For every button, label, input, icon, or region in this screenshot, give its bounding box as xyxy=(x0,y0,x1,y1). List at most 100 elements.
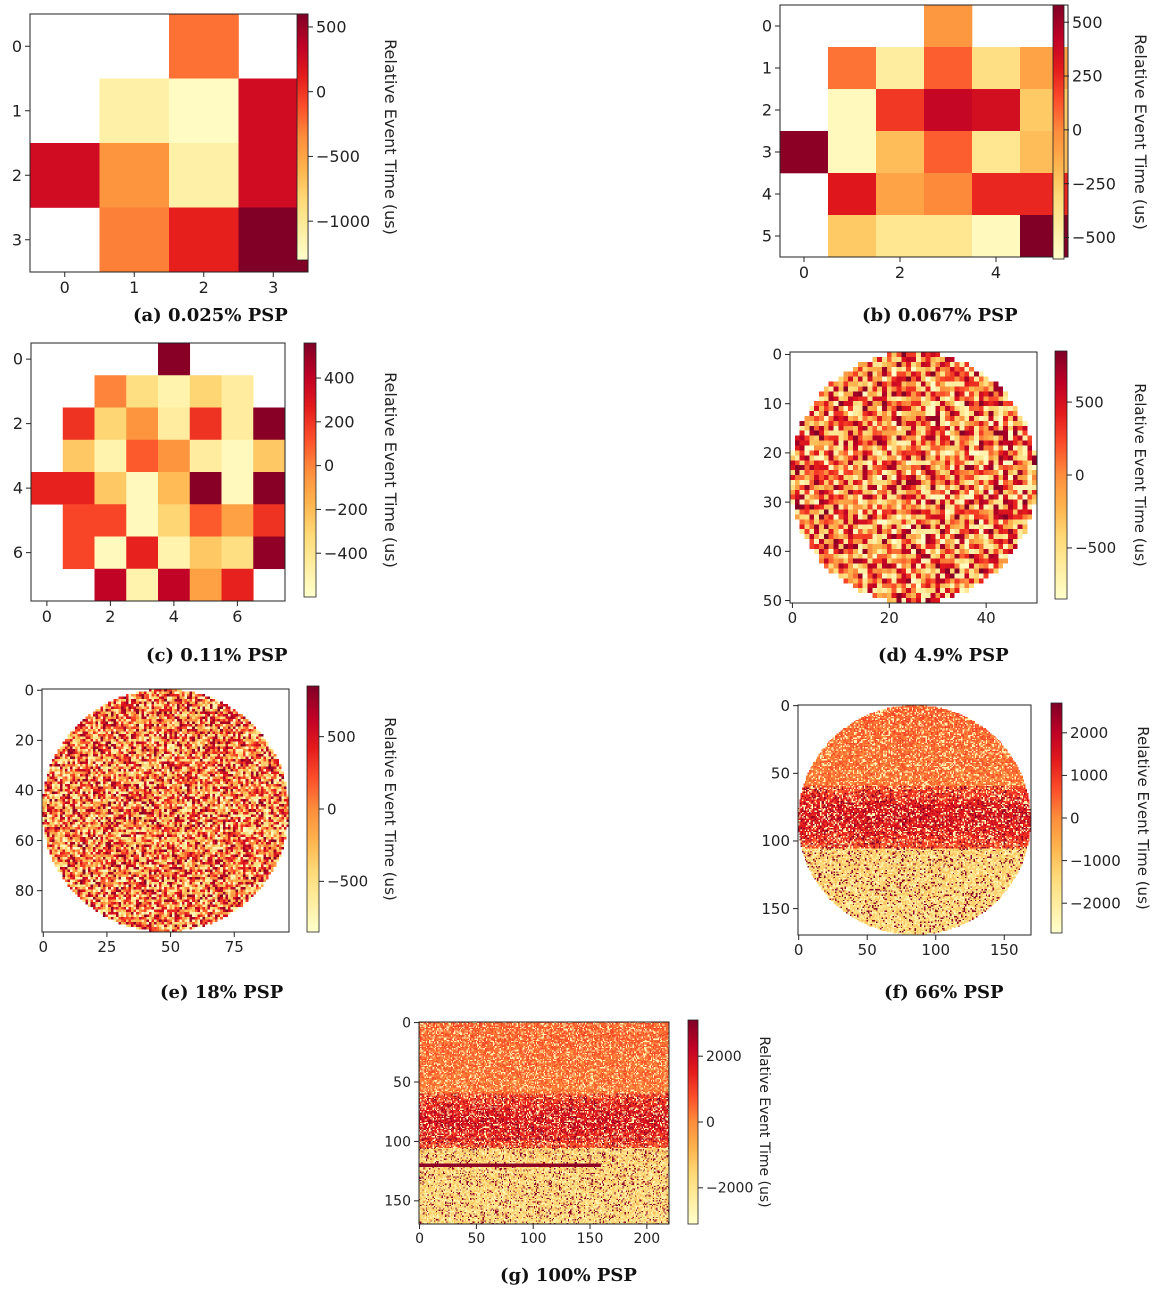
heatmap-cell xyxy=(99,78,170,144)
heatmap-cell xyxy=(126,536,159,570)
caption-d: (d) 4.9% PSP xyxy=(878,645,1009,666)
heatmap-cell xyxy=(876,47,925,90)
heatmap-cell xyxy=(62,536,95,570)
heatmap-cell xyxy=(94,536,127,570)
y-tick-label: 40 xyxy=(763,543,782,561)
y-tick-label: 2 xyxy=(762,101,772,120)
y-tick-label: 50 xyxy=(763,592,782,610)
heatmap-cell xyxy=(126,568,159,602)
heatmap-cell xyxy=(189,375,222,408)
x-tick-label: 0 xyxy=(799,263,809,282)
heatmap-cell xyxy=(828,173,877,216)
heatmap-cell xyxy=(158,375,191,408)
colorbar-tick-label: −500 xyxy=(1075,539,1116,557)
y-tick-label: 5 xyxy=(762,227,772,246)
x-tick-label: 40 xyxy=(977,609,996,627)
heatmap-cell xyxy=(221,536,254,570)
heatmap-cell xyxy=(189,536,222,570)
x-tick-label: 2 xyxy=(895,263,905,282)
heatmap-cell xyxy=(94,472,127,505)
y-tick-label: 0 xyxy=(24,682,34,700)
heatmap-cell xyxy=(169,14,239,79)
x-tick-label: 0 xyxy=(60,278,70,297)
heatmap-cells xyxy=(798,705,1031,935)
heatmap-image xyxy=(798,705,1031,935)
colorbar-tick-label: 250 xyxy=(1072,67,1103,86)
x-tick-label: 3 xyxy=(268,278,278,297)
x-tick-label: 0 xyxy=(788,609,798,627)
heatmap-cell xyxy=(158,472,191,505)
heatmap-cells xyxy=(790,352,1037,603)
x-tick-label: 2 xyxy=(199,278,209,297)
colorbar-tick-label: 2000 xyxy=(1070,724,1108,742)
heatmap-cell xyxy=(924,131,973,174)
chart-d: 0 20 40 0 10 20 30 40 50 500 0 −500 Relative Event T… xyxy=(763,346,1149,627)
heatmap-cell xyxy=(94,375,127,408)
y-tick-label: 4 xyxy=(13,479,23,498)
colorbar-tick-label: −500 xyxy=(1072,228,1116,247)
axes-frame xyxy=(789,351,1038,604)
heatmap-cell xyxy=(972,89,1021,132)
x-tick-label: 0 xyxy=(794,941,804,959)
y-tick-label: 4 xyxy=(762,185,772,204)
y-tick-label: 100 xyxy=(761,832,790,850)
axes-frame xyxy=(779,4,1069,258)
heatmap-cell xyxy=(876,173,925,216)
heatmap-cell xyxy=(253,439,286,473)
heatmap-cell xyxy=(62,439,95,473)
y-tick-label: 3 xyxy=(12,230,22,249)
y-tick-label: 20 xyxy=(763,444,782,462)
heatmap-cell xyxy=(126,375,159,408)
colorbar-tick-label: 2000 xyxy=(706,1049,742,1065)
chart-e: 0 25 50 75 0 20 40 60 80 500 0 −500 Relative Event T… xyxy=(15,682,399,956)
colorbar-tick-label: 0 xyxy=(324,456,334,475)
colorbar-tick-label: −200 xyxy=(324,500,368,519)
colorbar-tick-label: 0 xyxy=(706,1115,715,1131)
y-tick-label: 0 xyxy=(13,350,23,369)
heatmap-cell xyxy=(221,568,254,602)
x-tick-label: 200 xyxy=(633,1231,660,1247)
axes-frame xyxy=(418,1021,670,1225)
colorbar xyxy=(1050,702,1063,934)
heatmap-cell xyxy=(972,47,1021,90)
colorbar-tick-label: −400 xyxy=(324,544,368,563)
heatmap-cell xyxy=(189,407,222,441)
y-tick-label: 0 xyxy=(402,1015,411,1031)
colorbar-tick-label: 0 xyxy=(1072,120,1082,139)
y-tick-label: 2 xyxy=(12,166,22,185)
colorbar-label: Relative Event Time (us) xyxy=(381,372,400,568)
colorbar xyxy=(303,342,317,598)
colorbar-tick-label: −500 xyxy=(316,147,360,166)
x-tick-label: 100 xyxy=(520,1231,547,1247)
colorbar-tick-label: 400 xyxy=(324,369,355,388)
x-tick-label: 6 xyxy=(232,607,242,626)
y-tick-label: 0 xyxy=(12,37,22,56)
heatmap-cell xyxy=(221,472,254,505)
colorbar-tick-label: 200 xyxy=(324,412,355,431)
colorbar-tick-label: 0 xyxy=(1070,809,1080,827)
chart-b: 0 2 4 0 1 2 3 4 5 500 250 0 −250 −500 Relative Event T… xyxy=(762,4,1150,282)
heatmap-cell xyxy=(94,568,127,602)
x-tick-label: 2 xyxy=(105,607,115,626)
y-tick-label: 0 xyxy=(780,697,790,715)
heatmap-cell xyxy=(924,5,973,48)
heatmap-cells xyxy=(419,1022,669,1224)
y-tick-label: 0 xyxy=(772,346,782,364)
colorbar-label: Relative Event Time (us) xyxy=(381,39,400,235)
colorbar xyxy=(687,1019,699,1225)
heatmap-cell xyxy=(189,439,222,473)
heatmap-cell xyxy=(924,89,973,132)
heatmap-cell xyxy=(99,143,170,208)
y-tick-label: 150 xyxy=(761,900,790,918)
colorbar-label: Relative Event Time (us) xyxy=(1134,726,1152,910)
heatmap-cell xyxy=(158,439,191,473)
y-tick-label: 1 xyxy=(762,59,772,78)
caption-g: (g) 100% PSP xyxy=(500,1265,637,1286)
caption-e: (e) 18% PSP xyxy=(160,982,284,1003)
x-tick-label: 4 xyxy=(169,607,179,626)
colorbar-label: Relative Event Time (us) xyxy=(381,717,399,901)
x-tick-label: 25 xyxy=(97,938,116,956)
caption-c: (c) 0.11% PSP xyxy=(146,645,288,666)
y-tick-label: 100 xyxy=(384,1134,411,1150)
heatmap-cell xyxy=(221,439,254,473)
